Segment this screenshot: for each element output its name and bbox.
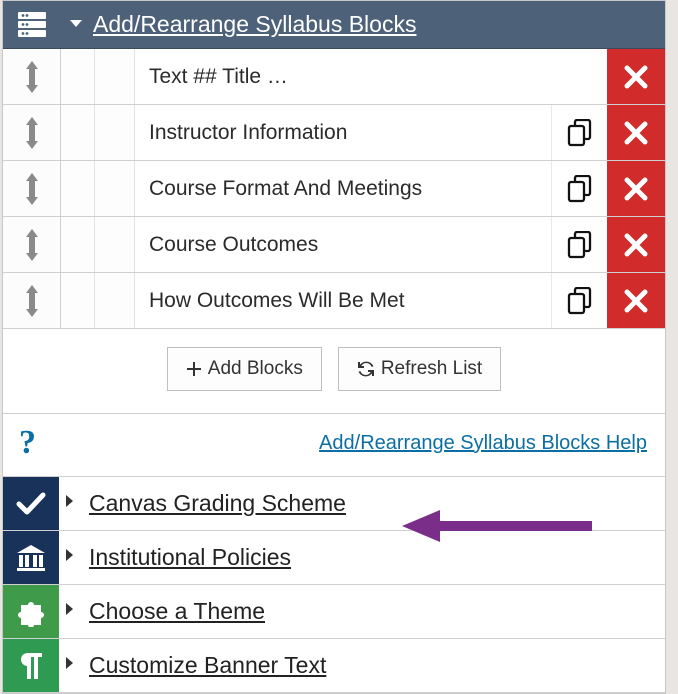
block-row: Text ## Title … (3, 49, 665, 105)
delete-button[interactable] (607, 49, 665, 104)
delete-button[interactable] (607, 217, 665, 272)
block-label: Course Format And Meetings (135, 161, 551, 216)
spacer-cell (61, 49, 95, 104)
block-label: Instructor Information (135, 105, 551, 160)
spacer-cell (95, 273, 135, 328)
caret-right-icon[interactable] (65, 548, 75, 567)
section-title[interactable]: Customize Banner Text (89, 652, 326, 679)
spacer-cell (61, 217, 95, 272)
plus-icon (186, 361, 202, 377)
block-row: Instructor Information (3, 105, 665, 161)
help-icon[interactable]: ? (19, 424, 36, 462)
section-title[interactable]: Institutional Policies (89, 544, 291, 571)
block-row: Course Outcomes (3, 217, 665, 273)
drag-handle[interactable] (3, 49, 61, 104)
spacer-cell (95, 217, 135, 272)
refresh-icon (357, 360, 375, 378)
help-link[interactable]: Add/Rearrange Syllabus Blocks Help (319, 432, 647, 455)
block-row: Course Format And Meetings (3, 161, 665, 217)
block-label: Text ## Title … (135, 49, 607, 104)
caret-right-icon[interactable] (65, 494, 75, 513)
section-row: Choose a Theme (3, 585, 665, 639)
help-row: ? Add/Rearrange Syllabus Blocks Help (3, 414, 665, 477)
block-row: How Outcomes Will Be Met (3, 273, 665, 329)
header-bar: Add/Rearrange Syllabus Blocks (3, 1, 665, 49)
drag-handle[interactable] (3, 105, 61, 160)
section-row: Canvas Grading Scheme (3, 477, 665, 531)
spacer-cell (95, 49, 135, 104)
drag-handle[interactable] (3, 217, 61, 272)
add-blocks-label: Add Blocks (208, 358, 303, 380)
institution-icon (3, 531, 59, 584)
section-row: Customize Banner Text (3, 639, 665, 693)
spacer-cell (61, 161, 95, 216)
copy-button[interactable] (551, 217, 607, 272)
add-blocks-button[interactable]: Add Blocks (167, 347, 322, 391)
block-label: Course Outcomes (135, 217, 551, 272)
puzzle-icon (3, 585, 59, 638)
block-list: Text ## Title … Instructor Information C… (3, 49, 665, 329)
copy-button[interactable] (551, 105, 607, 160)
delete-button[interactable] (607, 273, 665, 328)
spacer-cell (61, 273, 95, 328)
drag-handle[interactable] (3, 161, 61, 216)
section-title[interactable]: Choose a Theme (89, 598, 265, 625)
refresh-list-button[interactable]: Refresh List (338, 347, 501, 391)
delete-button[interactable] (607, 161, 665, 216)
paragraph-icon (3, 639, 59, 692)
server-icon (3, 1, 61, 48)
block-label: How Outcomes Will Be Met (135, 273, 551, 328)
copy-button[interactable] (551, 161, 607, 216)
section-list: Canvas Grading Scheme Institutional Poli… (3, 477, 665, 693)
spacer-cell (95, 161, 135, 216)
copy-button[interactable] (551, 273, 607, 328)
spacer-cell (61, 105, 95, 160)
syllabus-panel: Add/Rearrange Syllabus Blocks Text ## Ti… (2, 0, 666, 694)
header-title[interactable]: Add/Rearrange Syllabus Blocks (93, 11, 416, 38)
check-icon (3, 477, 59, 530)
caret-down-icon[interactable] (69, 16, 83, 34)
section-row: Institutional Policies (3, 531, 665, 585)
caret-right-icon[interactable] (65, 602, 75, 621)
caret-right-icon[interactable] (65, 656, 75, 675)
refresh-list-label: Refresh List (381, 358, 482, 380)
spacer-cell (95, 105, 135, 160)
drag-handle[interactable] (3, 273, 61, 328)
delete-button[interactable] (607, 105, 665, 160)
button-row: Add Blocks Refresh List (3, 329, 665, 414)
section-title[interactable]: Canvas Grading Scheme (89, 490, 346, 517)
